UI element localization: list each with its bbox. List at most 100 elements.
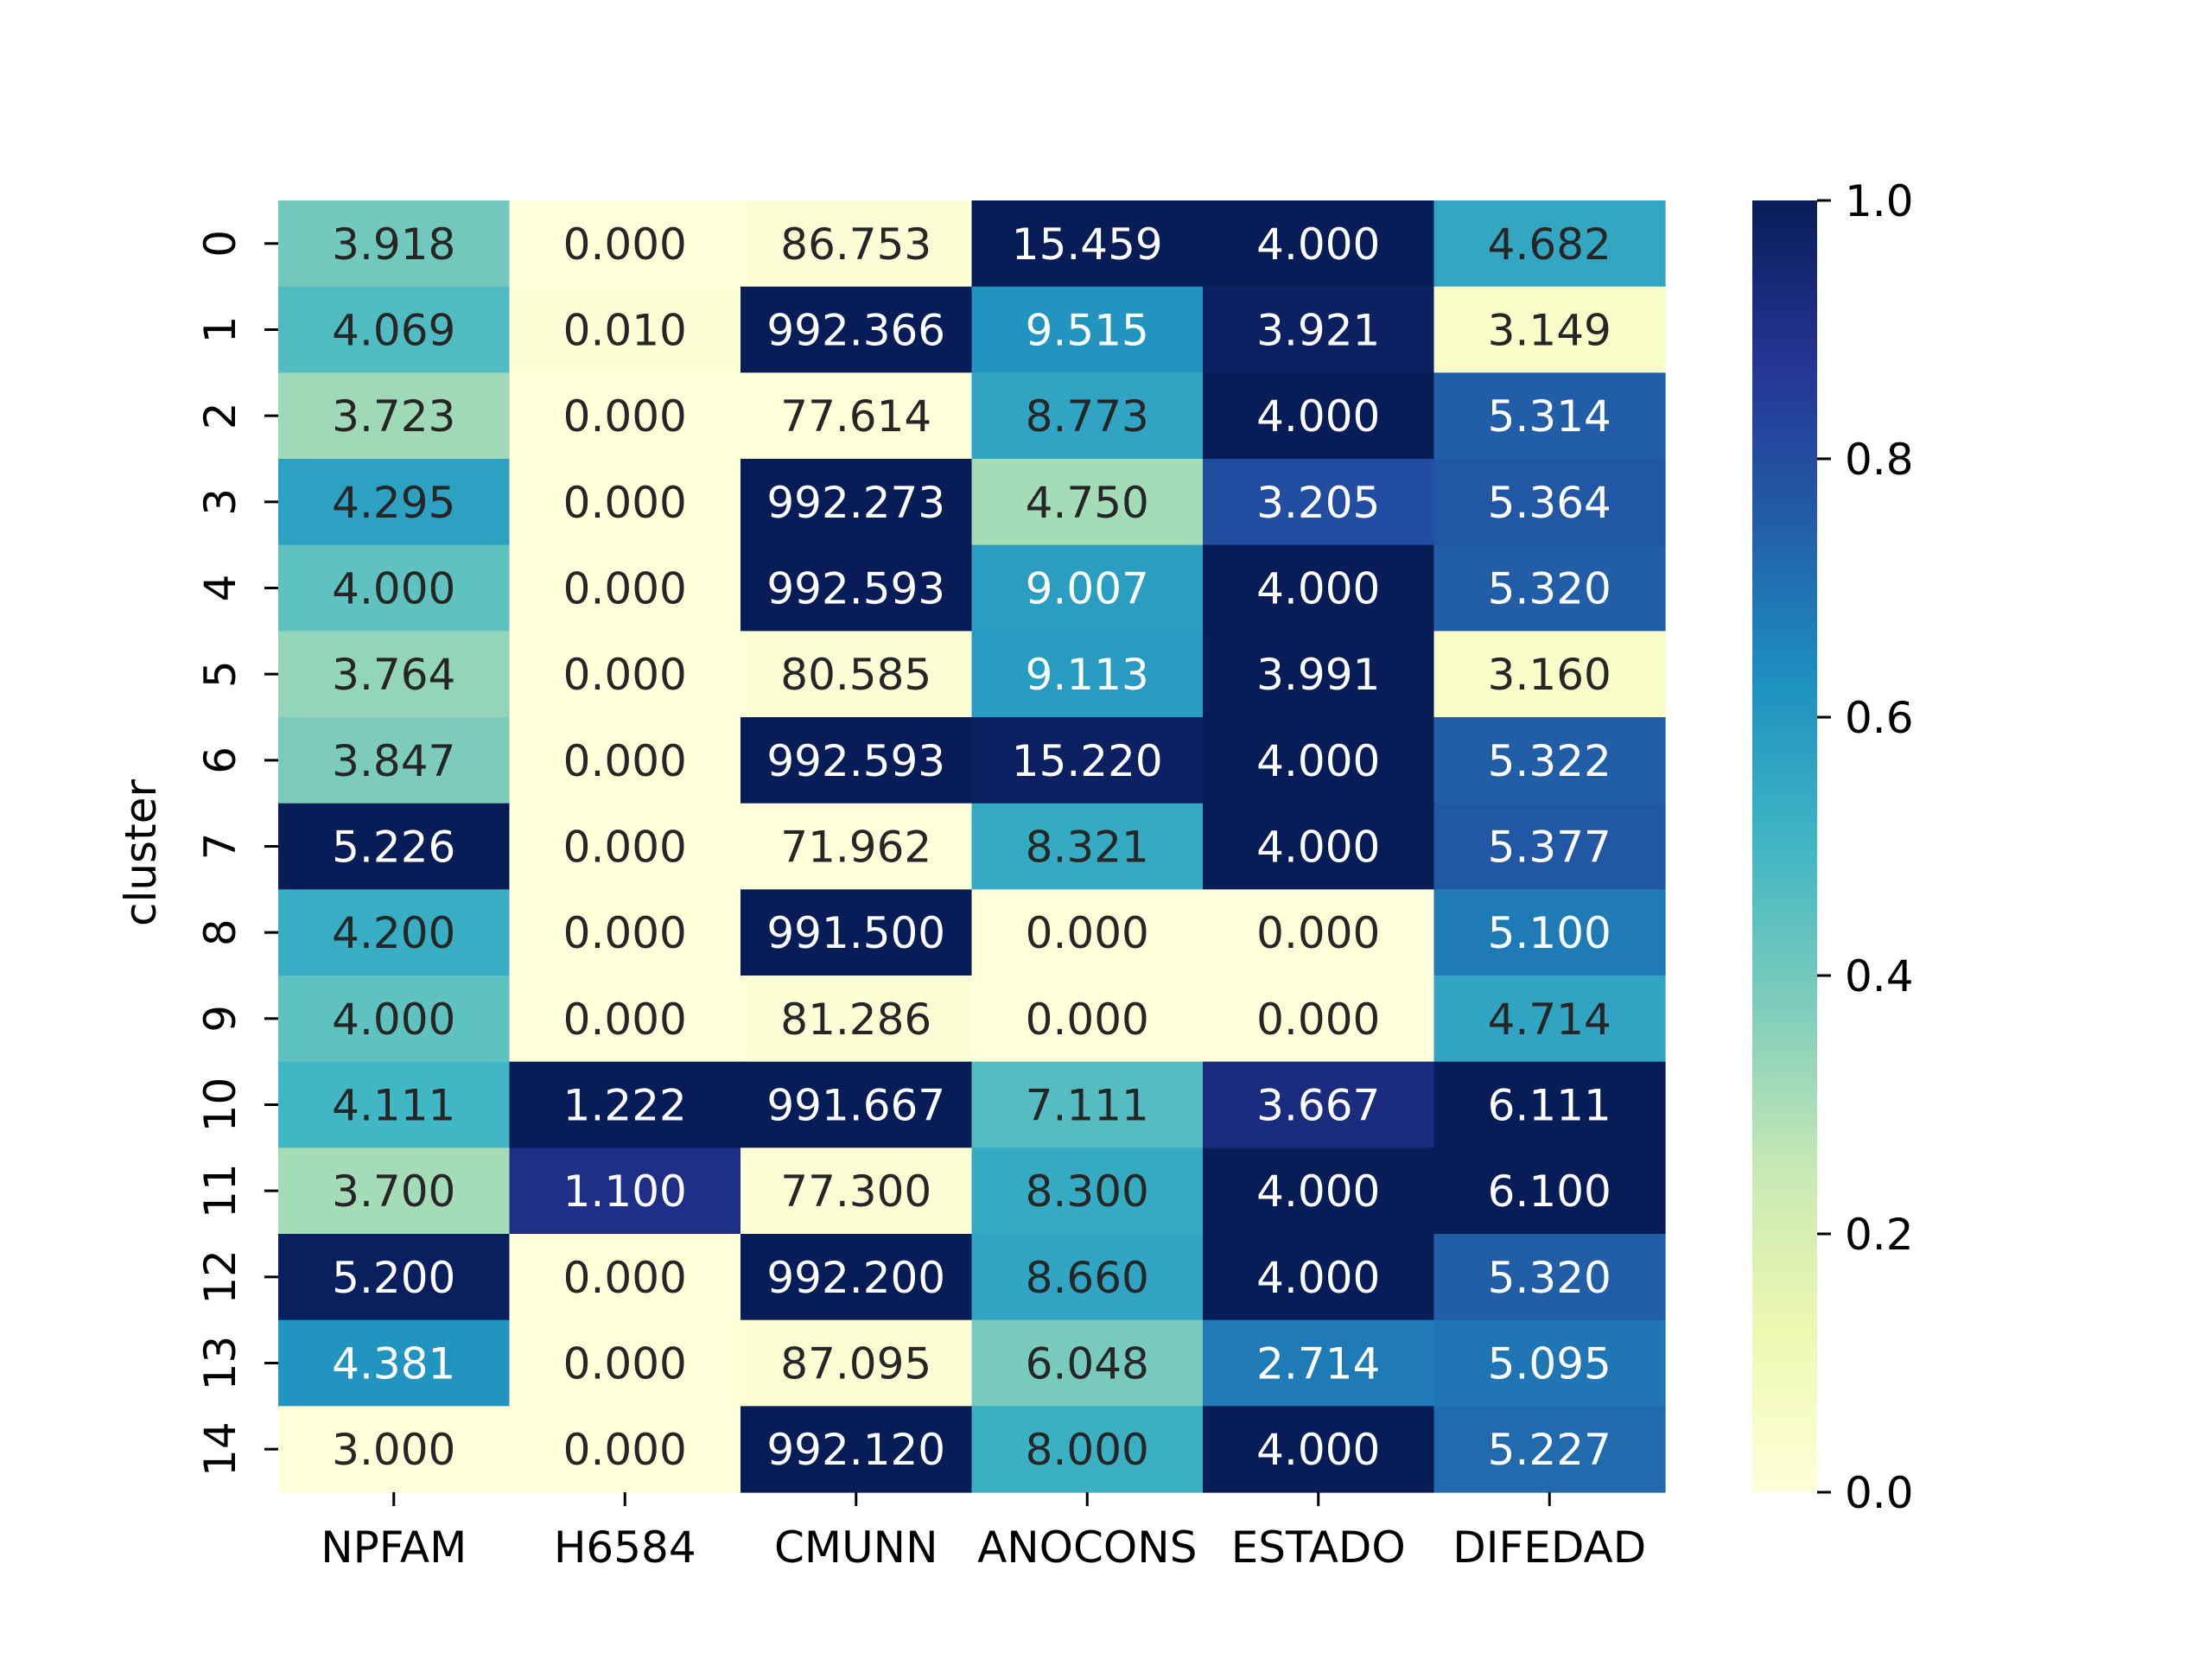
heatmap-cell [278,803,511,890]
cell-value-label: 1.100 [563,1166,687,1217]
heatmap-cell [1433,1147,1666,1235]
heatmap-cell [1433,1234,1666,1321]
cell-value-label: 992.273 [766,478,945,528]
heatmap-cell [278,372,511,460]
cell-value-label: 77.300 [780,1166,931,1217]
heatmap-cell [1433,286,1666,373]
cell-value-label: 80.585 [780,650,931,700]
heatmap-cell [1433,889,1666,976]
cell-value-label: 4.000 [1256,736,1380,786]
cell-value-label: 8.773 [1026,391,1149,442]
heatmap-cell [1433,976,1666,1063]
heatmap-cell [971,286,1204,373]
heatmap-cell [509,286,741,373]
heatmap-cell [509,976,741,1063]
heatmap-cell [509,1234,741,1321]
colorbar-tick-label: 0.4 [1845,951,1914,1001]
heatmap-cell [1203,1061,1435,1148]
heatmap-cell [971,1319,1204,1407]
cell-value-label: 0.000 [563,823,687,873]
cell-value-label: 991.500 [766,908,945,958]
heatmap-cell [509,803,741,890]
cell-value-label: 5.322 [1488,736,1611,786]
cell-value-label: 0.000 [563,736,687,786]
cell-value-label: 3.847 [332,736,455,786]
heatmap-cell [741,717,973,804]
cell-value-label: 3.149 [1488,306,1611,356]
cell-value-label: 4.000 [332,995,455,1045]
cell-value-label: 0.000 [1026,995,1149,1045]
cell-value-label: 5.320 [1488,564,1611,614]
cell-value-label: 15.459 [1012,219,1163,270]
y-tick-label: 3 [195,488,245,516]
cell-value-label: 5.364 [1488,478,1611,528]
cell-value-label: 4.000 [1256,1166,1380,1217]
cell-value-label: 8.660 [1026,1253,1149,1303]
heatmap-cell [1433,200,1666,288]
cell-value-label: 4.381 [332,1339,455,1389]
cell-value-label: 992.593 [766,736,945,786]
cell-value-label: 86.753 [780,219,931,270]
y-tick-label: 13 [195,1336,245,1391]
cell-value-label: 9.515 [1026,306,1149,356]
heatmap-cell [1203,544,1435,632]
heatmap-cell [971,1147,1204,1235]
heatmap-cell [509,1319,741,1407]
heatmap-cell [278,459,511,546]
heatmap-cell [1203,803,1435,890]
heatmap-cell [741,1406,973,1493]
cell-value-label: 6.100 [1488,1166,1611,1217]
cell-value-label: 15.220 [1012,736,1163,786]
cell-value-label: 0.000 [563,995,687,1045]
x-tick-label: ESTADO [1231,1522,1406,1573]
cell-value-label: 0.000 [563,478,687,528]
cell-value-label: 0.000 [563,564,687,614]
cell-value-label: 6.111 [1488,1081,1611,1131]
cell-value-label: 0.000 [563,908,687,958]
heatmap-cell [741,803,973,890]
y-tick-label: 6 [195,747,245,774]
heatmap-cell [971,372,1204,460]
heatmap-cell [509,631,741,718]
cell-value-label: 5.314 [1488,391,1611,442]
cell-value-label: 9.007 [1026,564,1149,614]
cell-value-label: 3.921 [1256,306,1380,356]
cell-value-label: 3.991 [1256,650,1380,700]
heatmap-cell [278,1061,511,1148]
heatmap-cell [1433,1319,1666,1407]
heatmap-cell [1433,1061,1666,1148]
heatmap-cell [971,976,1204,1063]
cell-value-label: 71.962 [780,823,931,873]
heatmap-cell [741,1319,973,1407]
heatmap-cell [278,717,511,804]
cell-value-label: 5.200 [332,1253,455,1303]
y-tick-label: 7 [195,833,245,861]
heatmap-cell [971,459,1204,546]
cell-value-label: 4.295 [332,478,455,528]
heatmap-cell [741,286,973,373]
cell-value-label: 0.000 [563,391,687,442]
heatmap-cell [509,889,741,976]
heatmap-cell [741,372,973,460]
heatmap-cell [1203,1406,1435,1493]
heatmap-cell [278,1147,511,1235]
cell-value-label: 4.000 [1256,564,1380,614]
heatmap-cell [278,976,511,1063]
cell-value-label: 0.000 [563,219,687,270]
x-tick-label: ANOCONS [977,1522,1197,1573]
heatmap-cell [1203,286,1435,373]
heatmap-cell [278,889,511,976]
heatmap-cell [1433,631,1666,718]
cell-value-label: 5.377 [1488,823,1611,873]
cell-value-label: 0.000 [563,650,687,700]
y-tick-label: 9 [195,1005,245,1033]
cell-value-label: 4.000 [332,564,455,614]
heatmap-cell [278,286,511,373]
cell-value-label: 3.667 [1256,1081,1380,1131]
cell-value-label: 4.069 [332,306,455,356]
heatmap-cell [1203,717,1435,804]
heatmap-cell [1203,631,1435,718]
heatmap-cell [741,459,973,546]
cell-value-label: 3.764 [332,650,455,700]
